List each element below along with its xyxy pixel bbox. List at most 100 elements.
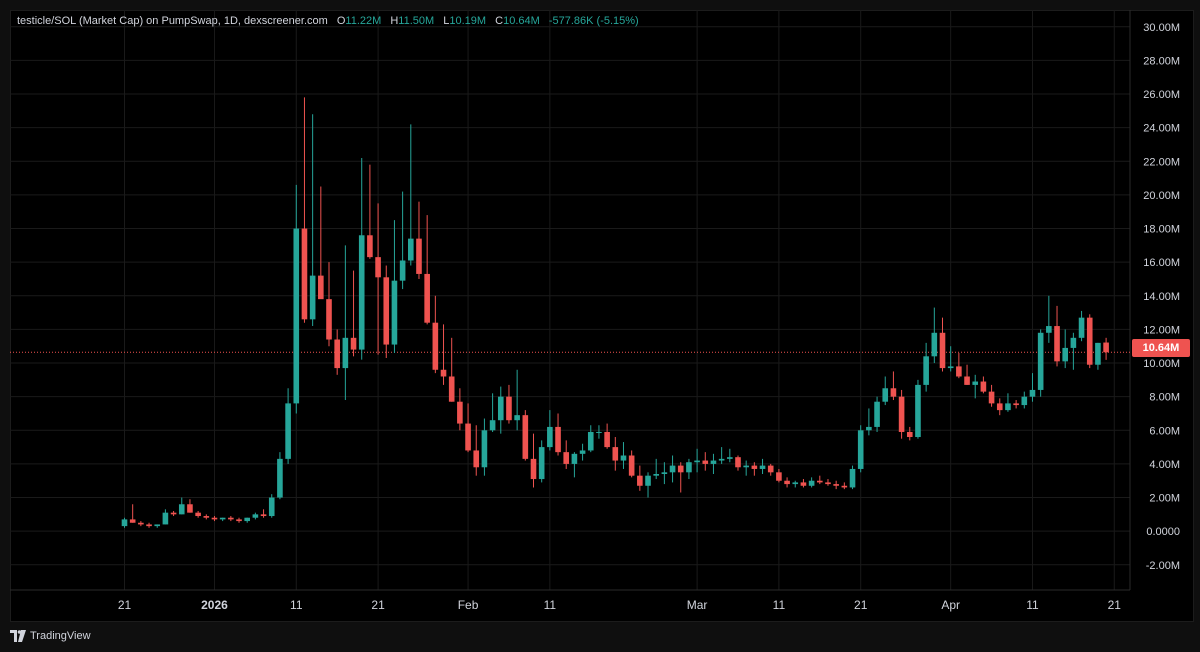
low-value: 10.19M xyxy=(449,15,487,27)
candle xyxy=(792,480,799,488)
candle-body xyxy=(718,458,725,461)
last-price-tag: 10.64M xyxy=(1132,339,1190,357)
candle-body xyxy=(947,366,954,369)
candle-body xyxy=(931,332,938,357)
candle-body xyxy=(988,391,995,404)
candle xyxy=(440,324,447,385)
candle-body xyxy=(309,275,316,320)
candle xyxy=(244,517,250,523)
tradingview-footer[interactable]: TradingView xyxy=(10,626,91,646)
candle xyxy=(408,124,414,266)
candle xyxy=(767,463,774,476)
y-tick-label: 20.00M xyxy=(1143,190,1180,202)
candle-body xyxy=(506,396,512,421)
candle-body xyxy=(571,453,578,464)
candle-body xyxy=(244,517,250,522)
tradingview-brand: TradingView xyxy=(30,630,91,642)
candle xyxy=(800,479,807,488)
candle-body xyxy=(285,403,291,459)
candle xyxy=(587,425,594,453)
candle xyxy=(547,410,553,451)
candle xyxy=(1005,393,1011,412)
candle-body xyxy=(996,403,1003,411)
candle xyxy=(178,497,185,515)
candle xyxy=(727,448,733,463)
candle xyxy=(195,510,201,518)
candle xyxy=(514,369,520,431)
candle xyxy=(399,191,406,290)
candle-body xyxy=(1086,317,1093,365)
candle xyxy=(268,494,275,518)
candle xyxy=(187,499,193,513)
candle xyxy=(784,477,790,488)
y-tick-label: 6.00M xyxy=(1149,425,1180,437)
candle-body xyxy=(481,430,488,468)
candle-body xyxy=(661,472,668,474)
candle xyxy=(825,479,831,486)
candle xyxy=(956,352,962,379)
candle xyxy=(923,342,929,392)
candle xyxy=(866,408,872,436)
candle xyxy=(710,453,717,474)
candle xyxy=(138,521,144,527)
x-tick-label: 21 xyxy=(854,598,868,612)
y-tick-label: 18.00M xyxy=(1143,224,1180,236)
candle-body xyxy=(972,381,979,385)
candle-body xyxy=(669,465,676,473)
candle xyxy=(694,448,700,473)
candle xyxy=(669,455,676,483)
candle-body xyxy=(677,465,684,473)
candle-body xyxy=(367,235,373,258)
candle xyxy=(383,265,390,358)
candle-body xyxy=(432,322,439,370)
y-tick-label: 26.00M xyxy=(1143,89,1180,101)
x-tick-label: Apr xyxy=(941,598,960,612)
candle xyxy=(326,262,332,347)
candle xyxy=(751,462,758,476)
candle xyxy=(129,504,136,523)
candle xyxy=(571,452,578,478)
x-tick-label: 2026 xyxy=(201,598,228,612)
candle-body xyxy=(702,460,709,464)
candle-body xyxy=(350,337,357,350)
candle-body xyxy=(154,524,161,527)
y-tick-label: 12.00M xyxy=(1143,324,1180,336)
candle xyxy=(931,307,938,364)
candle xyxy=(1062,329,1068,369)
candle-body xyxy=(211,517,218,520)
candle xyxy=(596,425,602,439)
candle-body xyxy=(653,474,659,476)
candle xyxy=(170,510,177,517)
candle xyxy=(890,371,897,401)
candle-body xyxy=(530,458,537,480)
candle xyxy=(375,203,381,355)
candle xyxy=(334,329,340,375)
y-axis: -2.00M 0.0000 2.00M 4.00M 6.00M 8.00M 10.00M 12… xyxy=(1143,22,1180,572)
y-tick-label: -2.00M xyxy=(1146,560,1180,572)
candle-body xyxy=(628,455,635,476)
candle-body xyxy=(915,384,921,438)
candle-body xyxy=(857,430,864,469)
candle xyxy=(1037,329,1044,397)
candle-body xyxy=(514,415,520,421)
candle xyxy=(841,482,848,490)
candle xyxy=(121,517,128,528)
candle-body xyxy=(784,480,790,485)
candle xyxy=(154,524,161,528)
candle-body xyxy=(776,472,782,481)
candle xyxy=(849,465,856,490)
high-value: 11.50M xyxy=(398,15,435,27)
candle-body xyxy=(866,426,872,431)
candle xyxy=(620,442,627,469)
candle xyxy=(579,443,586,461)
x-axis: 21 2026 11 21 Feb 11 Mar 11 21 Apr 11 21 xyxy=(118,598,1121,612)
candle xyxy=(1078,310,1085,342)
candle xyxy=(252,512,259,520)
candle xyxy=(906,426,913,441)
close-label: C xyxy=(495,15,504,27)
open-label: O xyxy=(336,15,346,27)
candle-body xyxy=(759,465,766,469)
candle-body xyxy=(612,447,619,461)
candle xyxy=(260,509,267,518)
